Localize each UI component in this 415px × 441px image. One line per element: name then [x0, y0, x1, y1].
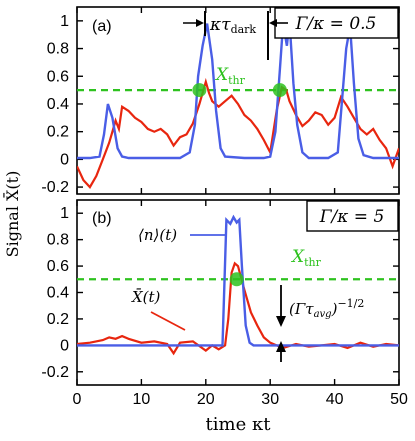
panel-b-xbar-label: X̄(t) [131, 288, 161, 306]
y-tick-label: 0.6 [47, 258, 69, 275]
panel-a-yticks: -0.2 0 0.2 0.4 0.6 0.8 1 [41, 13, 399, 196]
panel-a: -0.2 0 0.2 0.4 0.6 0.8 1 (a) Γ/κ = 0.5 Xthr κτ… [41, 6, 400, 196]
y-tick-label: 0.8 [47, 232, 69, 249]
panel-b-ratio-label: Γ/κ = 5 [319, 207, 385, 227]
y-tick-label: 1 [60, 205, 69, 222]
y-axis-label: Signal X̄(t) [1, 171, 22, 258]
y-tick-label: 0.4 [47, 285, 69, 302]
dark-arrowhead-left [196, 19, 204, 27]
panel-a-tau-label: κτdark [209, 15, 256, 36]
threshold-crossing-marker [229, 272, 244, 287]
x-tick-label: 10 [133, 391, 151, 408]
panel-a-series-xbar [77, 77, 399, 189]
panel-a-series-n [77, 20, 399, 160]
y-tick-label: 0.2 [47, 311, 69, 328]
panel-b-crossings [229, 272, 244, 287]
panel-a-label: (a) [92, 18, 112, 35]
panel-b-series-n [77, 214, 399, 347]
x-tick-label: 30 [261, 391, 279, 408]
y-tick-label: 0.6 [47, 68, 69, 85]
y-tick-label: 0 [60, 151, 69, 168]
panel-b-avg-annotation: (Γτavg)−1/2 [276, 285, 364, 362]
panel-b-threshold-label: Xthr [290, 247, 322, 269]
dark-arrowhead-right [269, 19, 277, 27]
avg-arrowhead-down [276, 316, 286, 327]
panel-a-ratio-label: Γ/κ = 0.5 [295, 14, 377, 34]
x-tick-label: 0 [73, 391, 82, 408]
panel-a-threshold-label: Xthr [214, 65, 246, 87]
x-tick-label: 40 [326, 391, 344, 408]
panel-b-xbar-leader [150, 311, 186, 331]
y-tick-label: 0.8 [47, 41, 69, 58]
panel-b-label: (b) [92, 210, 112, 227]
y-tick-label: 0.2 [47, 124, 69, 141]
x-axis-label: time κt [206, 414, 272, 435]
y-tick-label: 0.4 [47, 96, 69, 113]
panel-b-ratio-box [306, 200, 399, 232]
panel-b-n-label: ⟨n⟩(t) [138, 226, 177, 244]
x-tick-label: 20 [197, 391, 215, 408]
y-tick-label: 1 [60, 13, 69, 30]
x-tick-labels: 0 10 20 30 40 50 [73, 391, 408, 408]
panel-b: -0.2 0 0.2 0.4 0.6 0.8 1 (b) Γ/κ = 5 Xthr ⟨n⟩(… [41, 199, 400, 386]
avg-arrowhead-up [276, 341, 286, 352]
y-tick-label: 0 [60, 337, 69, 354]
panel-a-frame [76, 6, 400, 195]
panel-b-yticks: -0.2 0 0.2 0.4 0.6 0.8 1 [41, 205, 399, 381]
threshold-crossing-marker [192, 83, 207, 98]
panel-b-avg-label: (Γτavg)−1/2 [289, 297, 364, 320]
y-tick-label: -0.2 [41, 179, 69, 196]
panel-a-crossings [192, 83, 287, 98]
panel-a-dark-interval-annotation: κτdark [183, 11, 288, 60]
threshold-crossing-marker [272, 83, 287, 98]
y-tick-label: -0.2 [41, 364, 69, 381]
x-tick-label: 50 [390, 391, 408, 408]
